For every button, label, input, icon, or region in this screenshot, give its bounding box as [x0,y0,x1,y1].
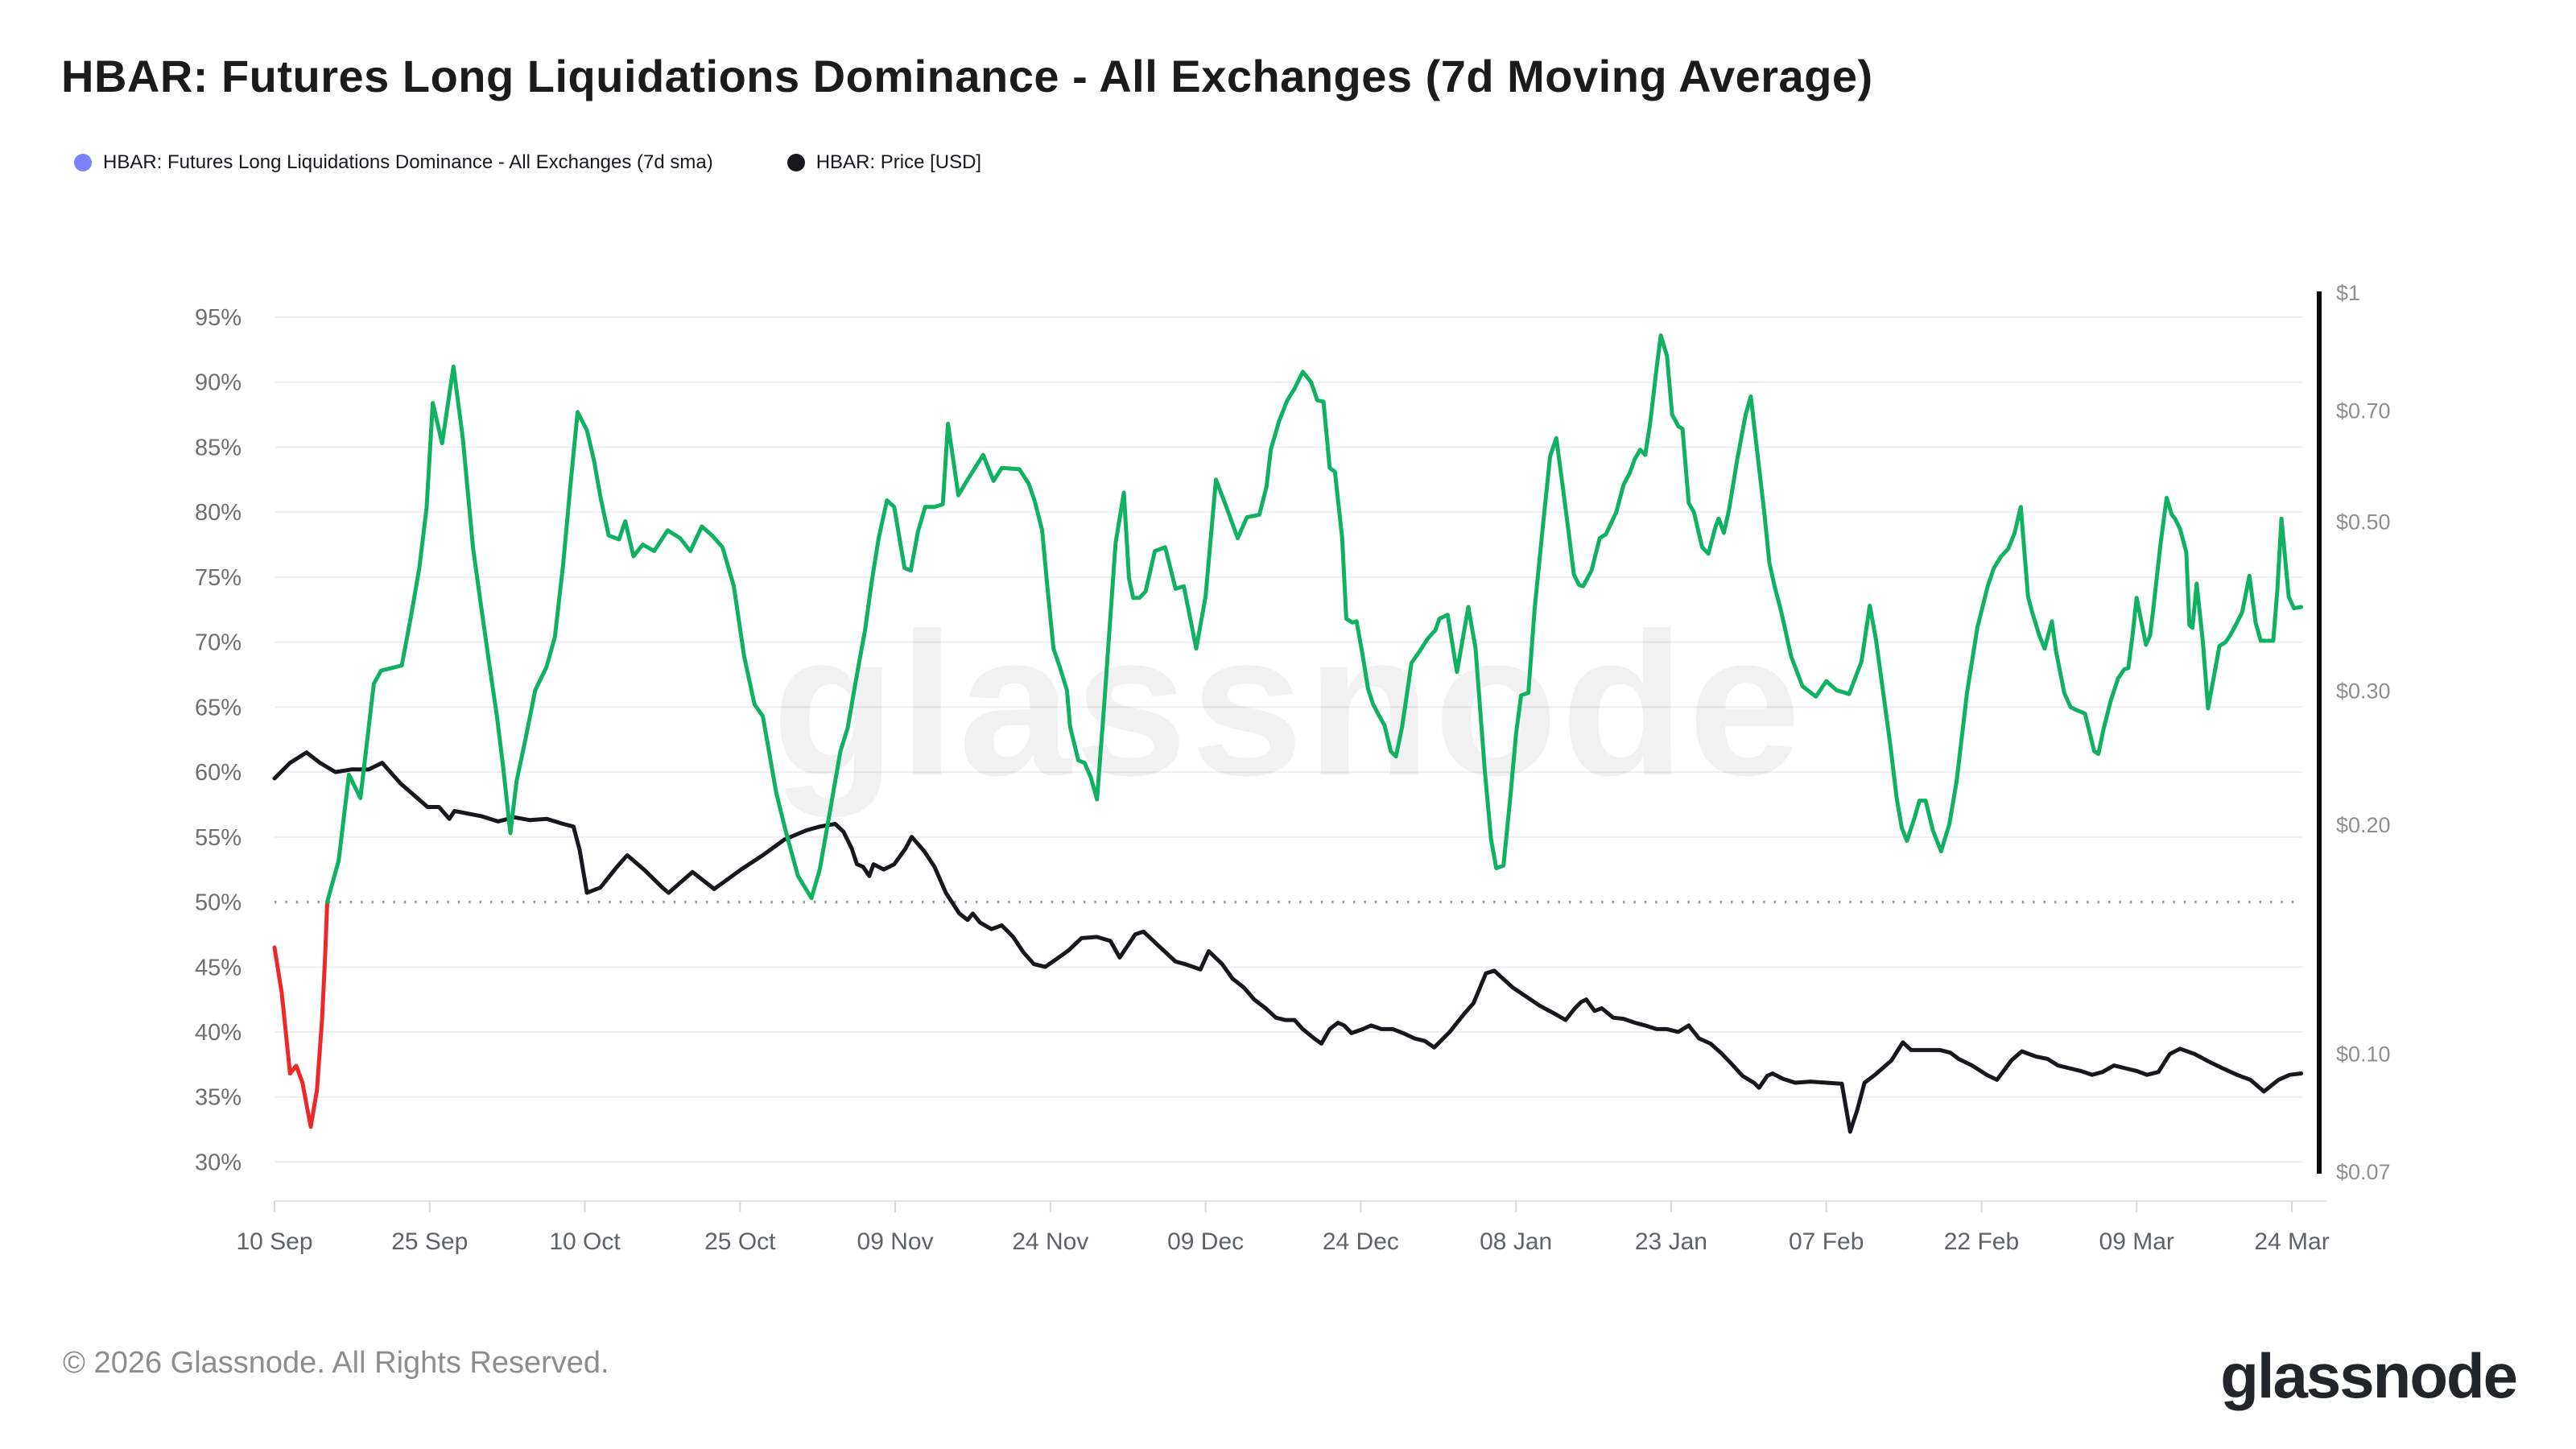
legend-dominance-label: HBAR: Futures Long Liquidations Dominanc… [103,151,713,173]
left-axis-label: 95% [195,305,242,331]
dominance-line-below-50 [272,900,329,1129]
right-axis-label: $0.30 [2336,679,2391,703]
left-axis-label: 60% [195,760,242,786]
page-title: HBAR: Futures Long Liquidations Dominanc… [61,51,1873,101]
x-axis-label: 09 Dec [1167,1228,1244,1255]
left-axis-label: 40% [195,1020,242,1046]
watermark-glassnode: glassnode [772,592,1804,818]
x-axis-label: 25 Sep [391,1228,468,1255]
legend-item-dominance[interactable]: HBAR: Futures Long Liquidations Dominanc… [74,151,713,174]
x-axis-label: 22 Feb [1944,1228,2019,1255]
legend-price-label: HBAR: Price [USD] [815,151,982,173]
legend-price-dot-icon [786,154,805,171]
x-axis-label: 25 Oct [704,1228,776,1255]
left-axis-label: 85% [195,435,242,460]
x-axis-label: 23 Jan [1635,1228,1707,1255]
legend: HBAR: Futures Long Liquidations Dominanc… [74,151,981,174]
legend-item-price[interactable]: HBAR: Price [USD] [786,151,982,174]
left-axis-label: 55% [195,825,242,851]
right-axis-label: $0.70 [2336,398,2391,423]
dominance-line-above-50 [325,333,2304,904]
left-axis-label: 30% [195,1150,242,1175]
x-axis-label: 08 Jan [1480,1228,1552,1255]
x-axis-label: 09 Mar [2099,1228,2174,1255]
left-axis-label: 45% [195,955,242,980]
left-axis-label: 75% [195,565,242,591]
left-axis-label: 35% [195,1085,242,1111]
left-axis-label: 80% [195,500,242,526]
right-axis-label: $0.20 [2336,813,2391,837]
price-line [272,750,2304,1134]
right-axis-label: $1 [2336,281,2360,305]
left-axis-label: 90% [195,370,242,396]
right-axis-label: $0.50 [2336,510,2391,535]
right-axis-bar [2317,291,2322,1174]
x-axis-label: 10 Oct [549,1228,621,1255]
x-axis-label: 24 Nov [1012,1228,1088,1255]
glassnode-logo: glassnode [2220,1340,2518,1411]
right-axis-label: $0.10 [2336,1042,2391,1067]
right-axis-label: $0.07 [2336,1160,2391,1184]
left-axis-label: 70% [195,630,242,656]
x-axis-label: 24 Mar [2254,1228,2329,1255]
x-axis-label: 10 Sep [236,1228,312,1255]
copyright-text: © 2026 Glassnode. All Rights Reserved. [63,1346,609,1380]
left-axis-label: 65% [195,695,242,720]
left-axis-label: 50% [195,890,242,916]
x-axis-label: 09 Nov [857,1228,934,1255]
x-axis-label: 07 Feb [1789,1228,1864,1255]
legend-dominance-dot-icon [74,154,92,171]
x-axis-label: 24 Dec [1323,1228,1399,1255]
